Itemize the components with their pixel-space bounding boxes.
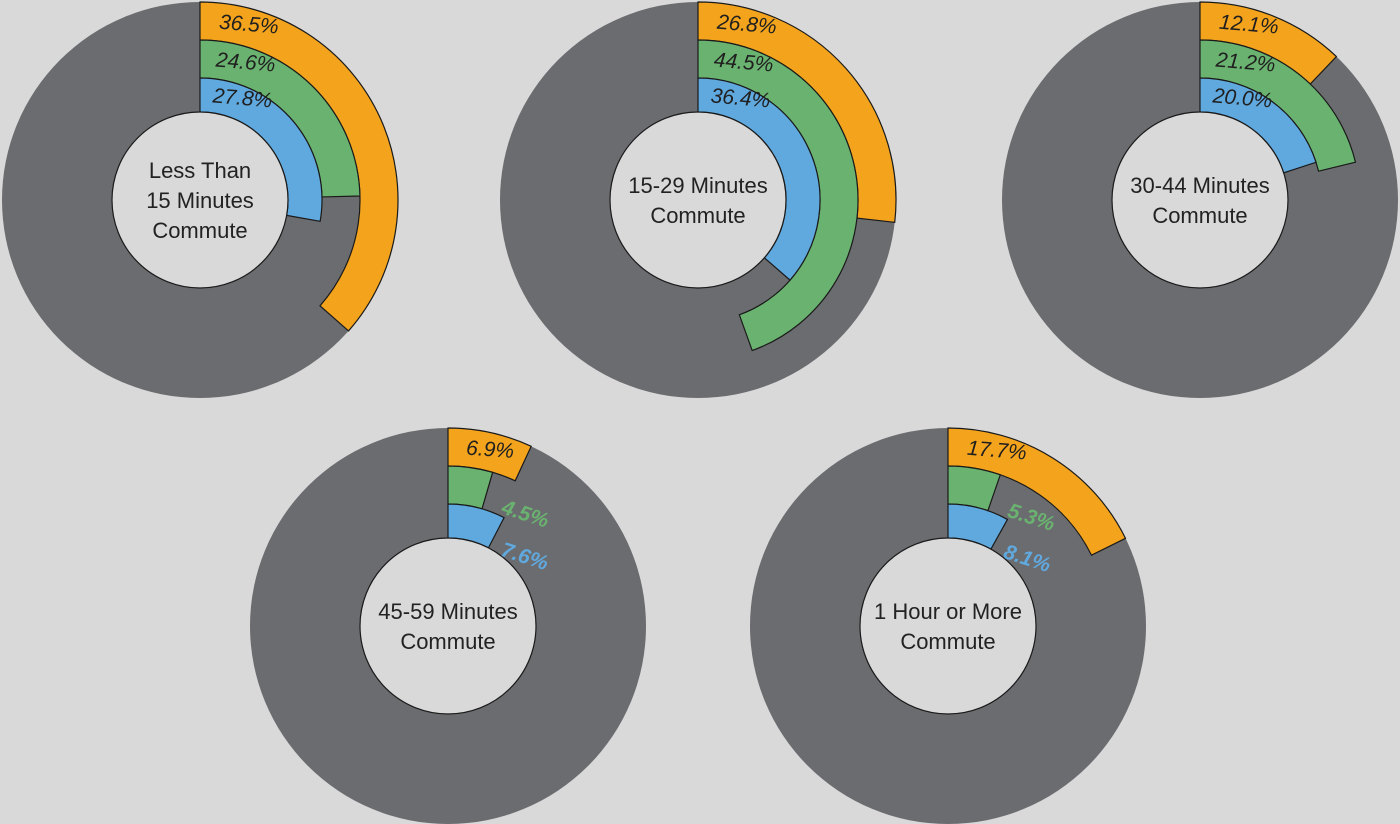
radial-chart-2: 15-29 Minutes Commute 26.8% 44.5% 36.4% xyxy=(500,1,897,398)
center-hole xyxy=(1111,111,1289,289)
center-label-line: Commute xyxy=(650,203,745,228)
center-label-line: 1 Hour or More xyxy=(874,599,1022,624)
center-label-line: Less Than xyxy=(149,158,251,183)
data-label: 20.0% xyxy=(1211,84,1273,112)
center-label-line: 30-44 Minutes xyxy=(1130,173,1269,198)
center-label: 45-59 Minutes Commute xyxy=(378,599,517,654)
data-label: 12.1% xyxy=(1218,11,1279,39)
center-hole xyxy=(859,537,1037,715)
data-label: 44.5% xyxy=(713,49,774,77)
radial-chart-1: Less Than 15 Minutes Commute 36.5% 24.6% 27.8… xyxy=(2,1,399,398)
center-label-line: Commute xyxy=(900,629,995,654)
center-label: 1 Hour or More Commute xyxy=(874,599,1022,654)
center-label: Less Than 15 Minutes Commute xyxy=(146,158,254,243)
data-label: 6.9% xyxy=(465,437,514,463)
center-label-line: 15 Minutes xyxy=(146,188,254,213)
data-label: 26.8% xyxy=(715,11,777,39)
data-label: 27.8% xyxy=(211,84,273,112)
center-label: 15-29 Minutes Commute xyxy=(628,173,767,228)
data-label: 36.4% xyxy=(710,84,771,112)
data-label: 24.6% xyxy=(214,48,276,76)
center-hole xyxy=(609,111,787,289)
center-label-line: Commute xyxy=(400,629,495,654)
center-label: 30-44 Minutes Commute xyxy=(1130,173,1269,228)
center-label-line: 15-29 Minutes xyxy=(628,173,767,198)
data-label: 17.7% xyxy=(966,437,1027,465)
data-label: 36.5% xyxy=(218,11,279,39)
center-hole xyxy=(359,537,537,715)
center-label-line: 45-59 Minutes xyxy=(378,599,517,624)
center-label-line: Commute xyxy=(152,218,247,243)
data-label: 21.2% xyxy=(1214,48,1276,76)
radial-chart-3: 30-44 Minutes Commute 12.1% 21.2% 20.0% xyxy=(1002,1,1398,398)
center-hole xyxy=(111,111,289,289)
center-label-line: Commute xyxy=(1152,203,1247,228)
